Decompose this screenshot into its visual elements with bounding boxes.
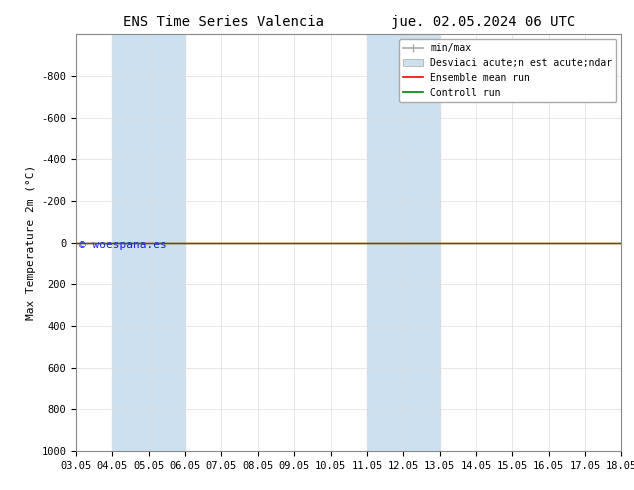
Y-axis label: Max Temperature 2m (°C): Max Temperature 2m (°C) bbox=[26, 165, 36, 320]
Title: ENS Time Series Valencia        jue. 02.05.2024 06 UTC: ENS Time Series Valencia jue. 02.05.2024… bbox=[122, 15, 575, 29]
Text: © woespana.es: © woespana.es bbox=[79, 240, 167, 249]
Legend: min/max, Desviaci acute;n est acute;ndar, Ensemble mean run, Controll run: min/max, Desviaci acute;n est acute;ndar… bbox=[399, 39, 616, 101]
Bar bbox=[112, 34, 185, 451]
Bar bbox=[367, 34, 439, 451]
